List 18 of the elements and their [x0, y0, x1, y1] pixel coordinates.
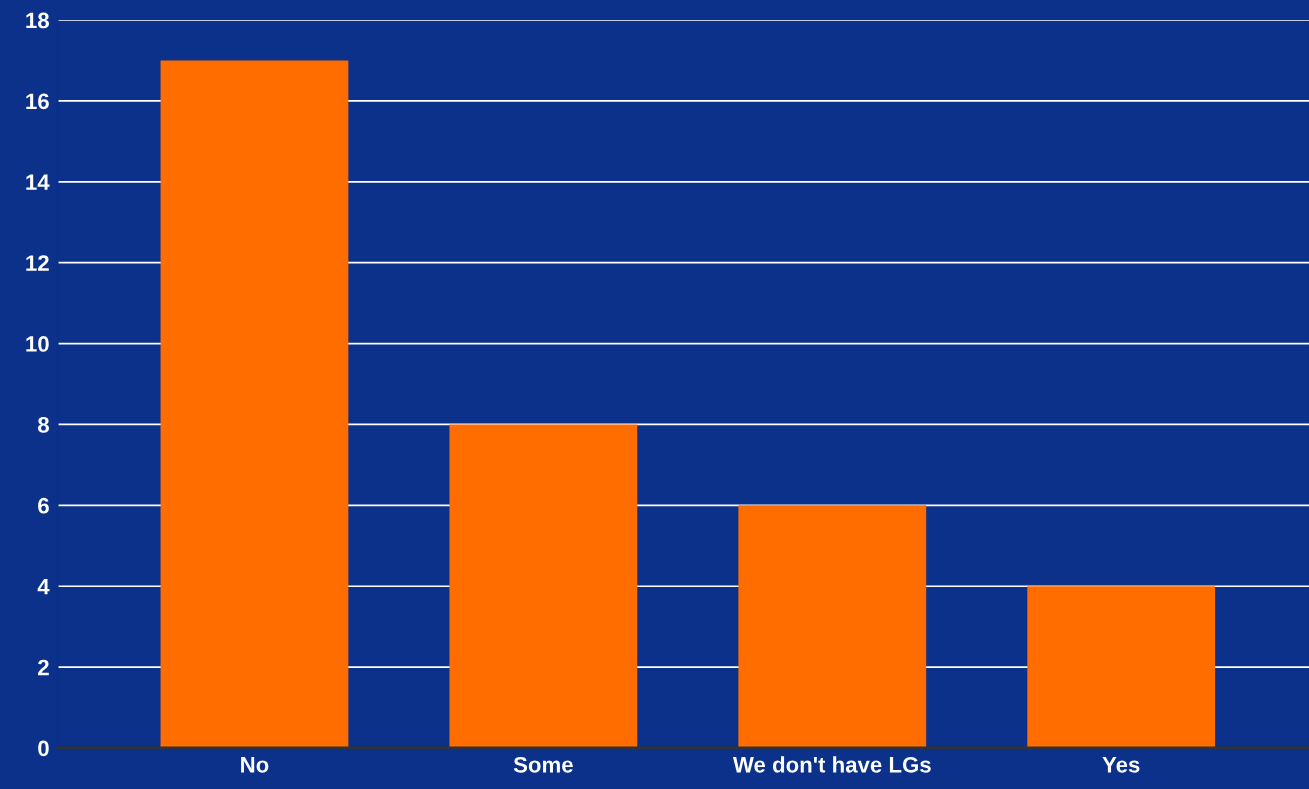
y-tick-label: 10 — [26, 336, 49, 352]
y-tick-label: 12 — [26, 255, 49, 271]
y-tick-label: 6 — [38, 497, 49, 514]
bar — [1027, 586, 1216, 748]
x-tick-label: Yes — [1102, 757, 1140, 773]
x-tick-label: No — [241, 757, 269, 773]
y-tick-label: 4 — [37, 578, 50, 595]
y-tick-label: 0 — [38, 740, 49, 757]
y-tick-label: 16 — [26, 93, 49, 110]
x-tick-label: We don't have LGs — [732, 756, 931, 773]
bar — [449, 424, 638, 748]
y-tick-label: 14 — [26, 174, 50, 190]
bar — [738, 505, 927, 748]
y-tick-label: 8 — [38, 416, 49, 433]
bar — [160, 60, 349, 748]
y-tick-label: 18 — [26, 12, 49, 29]
x-tick-label: Some — [513, 756, 573, 773]
y-tick-label: 2 — [38, 659, 49, 676]
